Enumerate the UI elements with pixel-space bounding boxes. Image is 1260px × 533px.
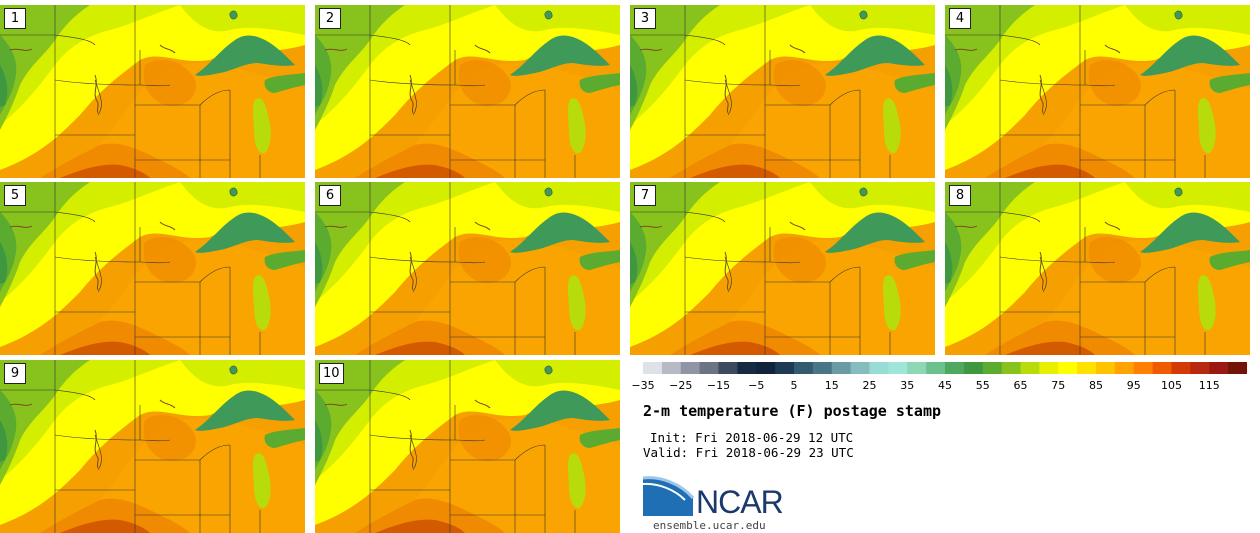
map-panel-1: 1 xyxy=(0,5,305,178)
colorbar-segment xyxy=(945,362,965,374)
colorbar-segment xyxy=(1077,362,1097,374)
colorbar-segment xyxy=(850,362,871,374)
colorbar-segment xyxy=(643,362,663,374)
plot-title: 2-m temperature (F) postage stamp xyxy=(643,402,942,420)
panel-label: 6 xyxy=(319,185,341,206)
panel-label: 4 xyxy=(949,8,971,29)
temperature-map xyxy=(315,5,620,178)
colorbar-segment xyxy=(1209,362,1229,374)
colorbar-tick-label: 105 xyxy=(1161,379,1182,392)
colorbar-segment xyxy=(869,362,889,374)
colorbar-segment xyxy=(775,362,795,374)
panel-label: 10 xyxy=(319,363,344,384)
colorbar-tick-label: −25 xyxy=(669,379,693,392)
colorbar-tick-label: 85 xyxy=(1089,379,1103,392)
colorbar-segment xyxy=(888,362,908,374)
colorbar-segment xyxy=(680,362,701,374)
colorbar-segment xyxy=(831,362,852,374)
ncar-logo-text: NCAR xyxy=(696,484,784,520)
colorbar-segment xyxy=(907,362,927,374)
colorbar-segment xyxy=(1039,362,1059,374)
map-panel-7: 7 xyxy=(630,182,935,355)
colorbar-segment xyxy=(699,362,720,374)
colorbar-segment xyxy=(982,362,1003,374)
temperature-map xyxy=(945,182,1250,355)
colorbar-segment xyxy=(737,362,757,374)
colorbar-tick-label: −15 xyxy=(706,379,731,392)
map-panel-2: 2 xyxy=(315,5,620,178)
panel-label: 2 xyxy=(319,8,341,29)
colorbar-segment xyxy=(1001,362,1022,374)
panel-label: 1 xyxy=(4,8,26,29)
init-time: Init: Fri 2018-06-29 12 UTC xyxy=(650,430,854,445)
colorbar-ticks: −35 −25 −15 −5 5 15 25 35 45 55 65 75 85 95 105 115 xyxy=(631,379,1260,393)
colorbar-segment xyxy=(1133,362,1154,374)
map-panel-3: 3 xyxy=(630,5,935,178)
colorbar-segment xyxy=(756,362,776,374)
colorbar-segment xyxy=(963,362,984,374)
colorbar-segment xyxy=(1152,362,1173,374)
panel-label: 7 xyxy=(634,185,656,206)
temperature-map xyxy=(630,182,935,355)
temperature-map xyxy=(630,5,935,178)
colorbar-segment xyxy=(1058,362,1078,374)
temperature-map xyxy=(0,360,305,533)
temperature-colorbar xyxy=(643,362,1247,374)
ncar-logo-icon xyxy=(643,476,695,516)
colorbar-segment xyxy=(718,362,738,374)
map-panel-4: 4 xyxy=(945,5,1250,178)
map-panel-5: 5 xyxy=(0,182,305,355)
colorbar-tick-label: 35 xyxy=(900,379,915,392)
map-panel-10: 10 xyxy=(315,360,620,533)
colorbar-segment xyxy=(794,362,814,374)
colorbar-tick-label: 45 xyxy=(938,379,952,392)
panel-label: 5 xyxy=(4,185,26,206)
colorbar-tick-label: 15 xyxy=(824,379,839,392)
colorbar-segment xyxy=(1114,362,1135,374)
colorbar-tick-label: −35 xyxy=(631,379,655,392)
colorbar-segment xyxy=(812,362,833,374)
panel-label: 9 xyxy=(4,363,26,384)
colorbar-segment xyxy=(1020,362,1040,374)
temperature-map xyxy=(315,182,620,355)
colorbar-tick-label: 55 xyxy=(975,379,990,392)
colorbar-segment xyxy=(926,362,946,374)
colorbar-tick-label: 25 xyxy=(862,379,877,392)
colorbar-segment xyxy=(1190,362,1210,374)
colorbar-tick-label: 65 xyxy=(1013,379,1028,392)
valid-time: Valid: Fri 2018-06-29 23 UTC xyxy=(643,445,854,460)
colorbar-segment xyxy=(1228,362,1247,374)
colorbar-segment xyxy=(1096,362,1116,374)
colorbar-tick-label: 95 xyxy=(1126,379,1141,392)
temperature-map xyxy=(0,182,305,355)
map-panel-8: 8 xyxy=(945,182,1250,355)
colorbar-segment xyxy=(1171,362,1191,374)
panel-label: 3 xyxy=(634,8,656,29)
panel-label: 8 xyxy=(949,185,971,206)
map-panel-6: 6 xyxy=(315,182,620,355)
site-url: ensemble.ucar.edu xyxy=(653,519,766,532)
colorbar-tick-label: −5 xyxy=(748,379,765,392)
colorbar-segment xyxy=(661,362,682,374)
colorbar-tick-label: 115 xyxy=(1198,379,1220,392)
colorbar-tick-label: 5 xyxy=(790,379,798,392)
temperature-map xyxy=(315,360,620,533)
colorbar-tick-label: 75 xyxy=(1051,379,1066,392)
temperature-map xyxy=(0,5,305,178)
map-panel-9: 9 xyxy=(0,360,305,533)
temperature-map xyxy=(945,5,1250,178)
